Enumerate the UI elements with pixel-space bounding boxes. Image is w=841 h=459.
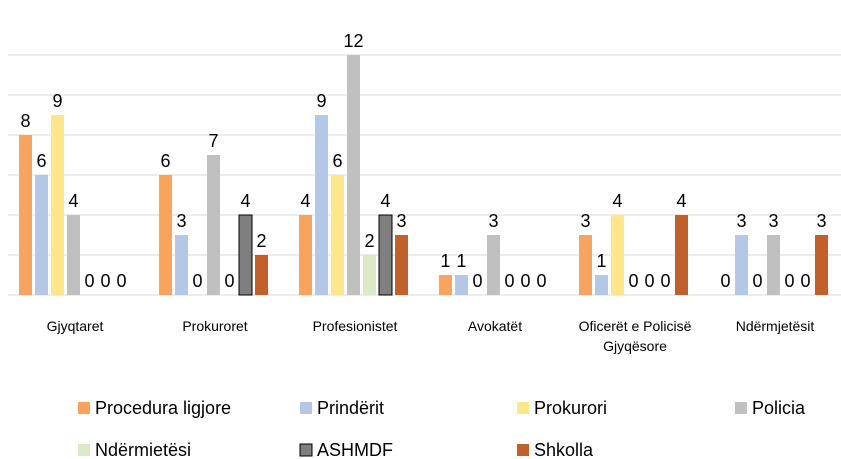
bar (735, 235, 748, 295)
x-tick-label: Avokatët (467, 318, 523, 334)
x-tick-label: Gjyqtaret (46, 318, 104, 334)
bar (815, 235, 828, 295)
value-label: 0 (472, 271, 482, 291)
value-label: 0 (660, 271, 670, 291)
bar (595, 275, 608, 295)
bar (51, 115, 64, 295)
value-label: 1 (596, 251, 606, 271)
bar (331, 175, 344, 295)
value-label: 0 (116, 271, 126, 291)
legend-label: Prindërit (317, 398, 384, 418)
legend-swatch (78, 444, 90, 456)
bar (487, 235, 500, 295)
bar (238, 214, 253, 296)
value-label: 12 (343, 31, 363, 51)
bar (378, 214, 393, 296)
bar (67, 215, 80, 295)
value-label: 2 (364, 231, 374, 251)
value-label: 1 (456, 251, 466, 271)
bar (395, 235, 408, 295)
bar (299, 215, 312, 295)
value-label: 0 (100, 271, 110, 291)
legend-swatch (78, 402, 90, 414)
value-label: 9 (316, 91, 326, 111)
value-label: 0 (192, 271, 202, 291)
bar (767, 235, 780, 295)
value-label: 6 (160, 151, 170, 171)
bar (439, 275, 452, 295)
legend-label: Policia (752, 398, 806, 418)
value-label: 0 (84, 271, 94, 291)
bar (207, 155, 220, 295)
value-label: 0 (628, 271, 638, 291)
value-label: 4 (68, 191, 78, 211)
value-label: 3 (768, 211, 778, 231)
value-label: 1 (440, 251, 450, 271)
bar (611, 215, 624, 295)
value-label: 0 (536, 271, 546, 291)
legend-label: Procedura ligjore (95, 398, 231, 418)
bar (159, 175, 172, 295)
value-label: 0 (752, 271, 762, 291)
legend-swatch (735, 402, 747, 414)
value-label: 0 (224, 271, 234, 291)
value-label: 2 (256, 231, 266, 251)
value-label: 0 (784, 271, 794, 291)
bar (315, 115, 328, 295)
value-label: 3 (816, 211, 826, 231)
value-label: 4 (380, 191, 390, 211)
bar (347, 55, 360, 295)
value-label: 0 (504, 271, 514, 291)
value-label: 3 (488, 211, 498, 231)
bar (255, 255, 268, 295)
value-label: 0 (720, 271, 730, 291)
value-label: 3 (736, 211, 746, 231)
value-label: 4 (676, 191, 686, 211)
value-label: 3 (396, 211, 406, 231)
legend-swatch (299, 443, 313, 457)
bar (579, 235, 592, 295)
bar (675, 215, 688, 295)
value-label: 0 (800, 271, 810, 291)
bar (19, 135, 32, 295)
bar (35, 175, 48, 295)
legend-label: Ndërmietësi (95, 440, 191, 459)
value-label: 0 (644, 271, 654, 291)
x-tick-label: Ndërmjetësit (735, 318, 815, 334)
bar (455, 275, 468, 295)
legend-swatch (517, 444, 529, 456)
value-label: 4 (240, 191, 250, 211)
value-label: 4 (300, 191, 310, 211)
legend-swatch (517, 402, 529, 414)
value-label: 7 (208, 131, 218, 151)
legend-label: Prokurori (534, 398, 607, 418)
value-label: 3 (580, 211, 590, 231)
x-tick-label: Prokuroret (182, 318, 248, 334)
legend-label: Shkolla (534, 440, 594, 459)
value-label: 8 (20, 111, 30, 131)
value-label: 9 (52, 91, 62, 111)
bar (175, 235, 188, 295)
legend-label: ASHMDF (317, 440, 393, 459)
bar (363, 255, 376, 295)
value-label: 3 (176, 211, 186, 231)
x-tick-label: Oficerët e Policisë Gjyqësore (578, 318, 692, 354)
value-label: 6 (332, 151, 342, 171)
x-tick-label: Profesionistet (312, 318, 398, 334)
legend-swatch (300, 402, 312, 414)
value-label: 6 (36, 151, 46, 171)
value-label: 0 (520, 271, 530, 291)
value-label: 4 (612, 191, 622, 211)
